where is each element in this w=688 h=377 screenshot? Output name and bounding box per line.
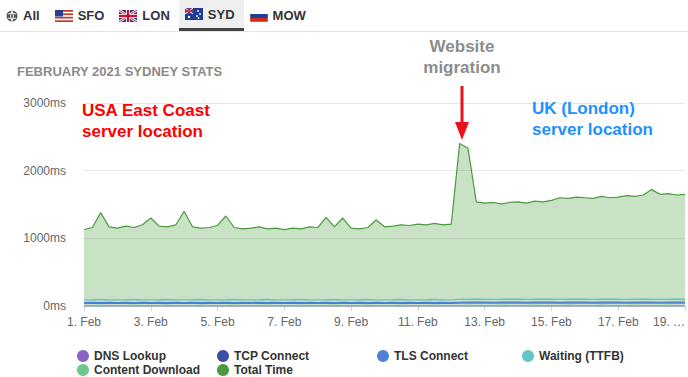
svg-text:9. Feb: 9. Feb	[334, 315, 368, 329]
svg-text:17. Feb: 17. Feb	[598, 315, 639, 329]
svg-text:TLS Connect: TLS Connect	[394, 349, 468, 363]
svg-text:Content Download: Content Download	[94, 363, 200, 377]
svg-text:UK (London): UK (London)	[532, 99, 635, 118]
svg-text:FEBRUARY 2021 SYDNEY STATS: FEBRUARY 2021 SYDNEY STATS	[17, 64, 222, 79]
html-text:LON: LON	[142, 8, 170, 23]
svg-text:USA East Coast: USA East Coast	[82, 101, 210, 120]
html-text:SFO: SFO	[77, 8, 105, 23]
svg-text:server location: server location	[532, 120, 653, 139]
svg-text:1000ms: 1000ms	[23, 231, 66, 245]
svg-text:3. Feb: 3. Feb	[134, 315, 168, 329]
svg-text:server location: server location	[82, 122, 203, 141]
svg-text:1. Feb: 1. Feb	[67, 315, 101, 329]
svg-text:Website: Website	[430, 37, 495, 56]
html-text:MOW: MOW	[272, 8, 306, 23]
svg-text:5. Feb: 5. Feb	[201, 315, 235, 329]
html-text:SYD: SYD	[207, 6, 235, 22]
svg-text:TCP Connect: TCP Connect	[234, 349, 309, 363]
svg-text:3000ms: 3000ms	[23, 96, 66, 110]
svg-text:13. Feb: 13. Feb	[464, 315, 505, 329]
svg-text:Total Time: Total Time	[234, 363, 293, 377]
svg-text:Waiting (TTFB): Waiting (TTFB)	[539, 349, 624, 363]
svg-text:2000ms: 2000ms	[23, 164, 66, 178]
svg-text:0ms: 0ms	[43, 299, 66, 313]
svg-text:7. Feb: 7. Feb	[267, 315, 301, 329]
svg-text:migration: migration	[423, 58, 500, 77]
svg-text:19. …: 19. …	[653, 315, 685, 329]
svg-text:11. Feb: 11. Feb	[398, 315, 438, 329]
svg-text:15. Feb: 15. Feb	[531, 315, 572, 329]
svg-text:DNS Lookup: DNS Lookup	[94, 349, 166, 363]
html-text:All: All	[23, 8, 40, 23]
